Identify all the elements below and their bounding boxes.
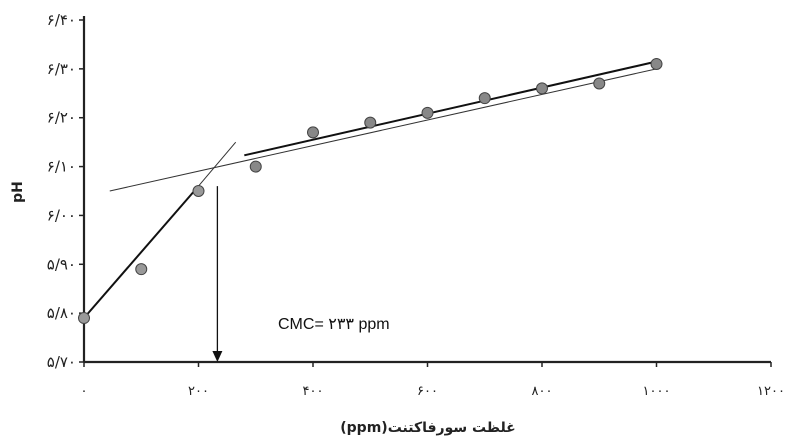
y-axis-label: pH (10, 181, 26, 203)
y-tick-label: ۵/۹۰ (47, 255, 76, 273)
data-point (192, 185, 205, 197)
y-tick-label: ۶/۰۰ (47, 206, 76, 224)
data-point (650, 57, 663, 70)
x-axis-label: غلظت سورفاکتنت(ppm) (340, 420, 515, 436)
data-point (421, 106, 434, 119)
y-tick-label: ۶/۱۰ (47, 158, 76, 176)
data-point (135, 263, 148, 276)
fit-lines (83, 60, 657, 362)
fit-line (83, 185, 200, 319)
data-point (307, 126, 319, 139)
x-tick-label: ۶۰۰ (417, 384, 438, 399)
x-tick-label: ۴۰۰ (303, 384, 324, 399)
axes (82, 16, 771, 364)
y-tick-label: ۵/۸۰ (47, 304, 76, 322)
extrapolation-line (109, 68, 657, 192)
y-tick-label: ۶/۲۰ (47, 109, 76, 127)
y-tick-label: ۶/۳۰ (47, 60, 76, 78)
data-points (78, 57, 663, 325)
x-tick-label: ۰ (81, 384, 88, 399)
extrapolation-line (198, 141, 237, 187)
data-point (536, 82, 548, 95)
cmc-arrow-head (212, 351, 223, 362)
y-tick-label: ۵/۷۰ (47, 353, 76, 371)
data-point (249, 160, 262, 173)
cmc-annotation: CMC= ۲۳۳ ppm (278, 316, 390, 333)
x-tick-label: ۱۲۰۰ (757, 384, 785, 399)
y-axis-ticks: ۵/۷۰ ۵/۸۰ ۵/۹۰ ۶/۰۰ ۶/۱۰ ۶/۲۰ ۶/۳۰ ۶/۴۰ (47, 11, 84, 371)
y-tick-label: ۶/۴۰ (47, 11, 76, 29)
fit-line (244, 60, 657, 157)
x-axis-ticks: ۰ ۲۰۰ ۴۰۰ ۶۰۰ ۸۰۰ ۱۰۰۰ ۱۲۰۰ (81, 362, 785, 399)
data-point (364, 116, 377, 129)
data-point (593, 77, 606, 90)
x-tick-label: ۲۰۰ (188, 384, 209, 399)
x-tick-label: ۸۰۰ (532, 384, 553, 399)
data-point (78, 312, 90, 325)
data-point (478, 92, 491, 105)
x-tick-label: ۱۰۰۰ (643, 384, 671, 399)
